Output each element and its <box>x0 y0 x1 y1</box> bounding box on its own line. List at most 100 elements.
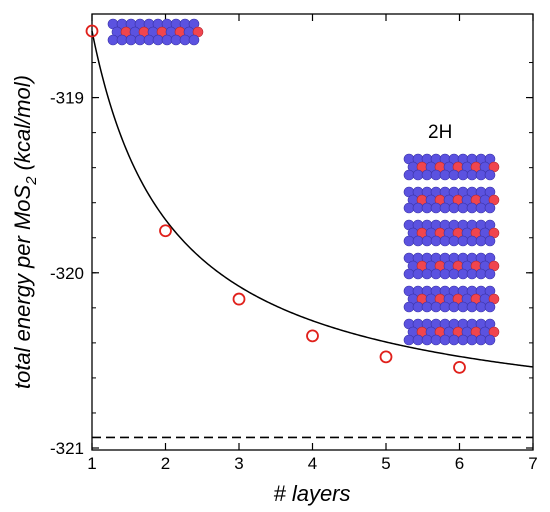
bulk-layer <box>403 186 500 214</box>
atom-mo <box>475 202 487 214</box>
data-points <box>85 24 466 374</box>
atom-mo <box>188 34 200 46</box>
data-point <box>379 350 393 364</box>
atom-mo <box>412 334 424 346</box>
atom-mo <box>484 202 496 214</box>
atom-mo <box>439 235 451 247</box>
atom-mo <box>412 301 424 313</box>
atom-mo <box>152 34 164 46</box>
y-tick-label: -319 <box>50 89 84 108</box>
atom-mo <box>403 169 415 181</box>
atom-mo <box>430 268 442 280</box>
x-axis-title: # layers <box>273 481 350 506</box>
atom-mo <box>457 268 469 280</box>
bulk-layer <box>403 318 500 346</box>
atom-mo <box>475 334 487 346</box>
x-tick-label: 3 <box>234 454 243 473</box>
atom-mo <box>430 202 442 214</box>
annotation-2h: 2H <box>428 122 452 143</box>
atom-mo <box>412 169 424 181</box>
atom-mo <box>448 301 460 313</box>
atom-mo <box>484 301 496 313</box>
atom-mo <box>439 169 451 181</box>
atom-mo <box>143 34 155 46</box>
atom-mo <box>412 235 424 247</box>
atom-mo <box>475 169 487 181</box>
atom-mo <box>430 301 442 313</box>
atom-mo <box>403 301 415 313</box>
data-point <box>453 361 466 374</box>
x-tick-label: 5 <box>381 454 390 473</box>
atom-mo <box>466 334 478 346</box>
atom-mo <box>457 169 469 181</box>
atom-mo <box>421 334 433 346</box>
atom-mo <box>403 268 415 280</box>
bulk-layer <box>403 285 500 313</box>
atom-mo <box>439 268 451 280</box>
atom-mo <box>134 34 146 46</box>
atom-mo <box>484 169 496 181</box>
atom-mo <box>457 334 469 346</box>
atom-mo <box>475 268 487 280</box>
atom-mo <box>179 34 191 46</box>
x-tick-label: 6 <box>455 454 464 473</box>
data-point <box>85 24 99 38</box>
atom-mo <box>448 334 460 346</box>
atom-mo <box>466 202 478 214</box>
monolayer <box>107 18 204 46</box>
x-tick-label: 1 <box>87 454 96 473</box>
atom-mo <box>457 235 469 247</box>
atom-mo <box>403 334 415 346</box>
atom-mo <box>475 301 487 313</box>
bulk-layer <box>403 153 500 181</box>
atom-mo <box>466 235 478 247</box>
atom-mo <box>421 235 433 247</box>
atom-mo <box>430 169 442 181</box>
atom-mo <box>421 169 433 181</box>
data-point <box>306 329 319 343</box>
atom-mo <box>421 268 433 280</box>
atom-mo <box>161 34 173 46</box>
atom-mo <box>466 268 478 280</box>
x-tick-label: 7 <box>528 454 537 473</box>
bulk-layer <box>403 219 500 247</box>
atom-mo <box>466 169 478 181</box>
atom-mo <box>484 268 496 280</box>
data-point <box>159 224 172 238</box>
monolayer-structure-illustration <box>107 18 204 46</box>
atom-mo <box>412 202 424 214</box>
y-axis-title-unit: (kcal/mol) <box>10 75 35 176</box>
atom-mo <box>484 334 496 346</box>
fit-curve <box>91 30 534 368</box>
atom-mo <box>448 169 460 181</box>
atom-mo <box>403 202 415 214</box>
y-tick-label: -321 <box>50 439 84 458</box>
atom-mo <box>125 34 137 46</box>
atom-mo <box>439 301 451 313</box>
atom-mo <box>448 268 460 280</box>
axis-tick-labels: 1 2 3 4 5 6 7 -319 -320 -321 <box>50 89 538 473</box>
atom-mo <box>430 235 442 247</box>
atom-mo <box>412 268 424 280</box>
atom-mo <box>116 34 128 46</box>
y-axis-title-subscript: 2 <box>23 176 40 186</box>
y-axis-title: total energy per MoS2 (kcal/mol) <box>10 75 40 389</box>
y-axis-title-main: total energy per MoS <box>10 184 35 389</box>
atom-mo <box>457 202 469 214</box>
data-point <box>232 292 246 306</box>
x-tick-label: 2 <box>161 454 170 473</box>
atom-mo <box>448 235 460 247</box>
atom-mo <box>466 301 478 313</box>
bulk-2h-structure-illustration <box>403 153 500 346</box>
atom-mo <box>403 235 415 247</box>
atom-mo <box>457 301 469 313</box>
x-tick-label: 4 <box>308 454 317 473</box>
atom-mo <box>439 334 451 346</box>
atom-mo <box>448 202 460 214</box>
atom-mo <box>475 235 487 247</box>
atom-mo <box>430 334 442 346</box>
atom-mo <box>421 301 433 313</box>
y-tick-label: -320 <box>50 264 84 283</box>
atom-mo <box>170 34 182 46</box>
